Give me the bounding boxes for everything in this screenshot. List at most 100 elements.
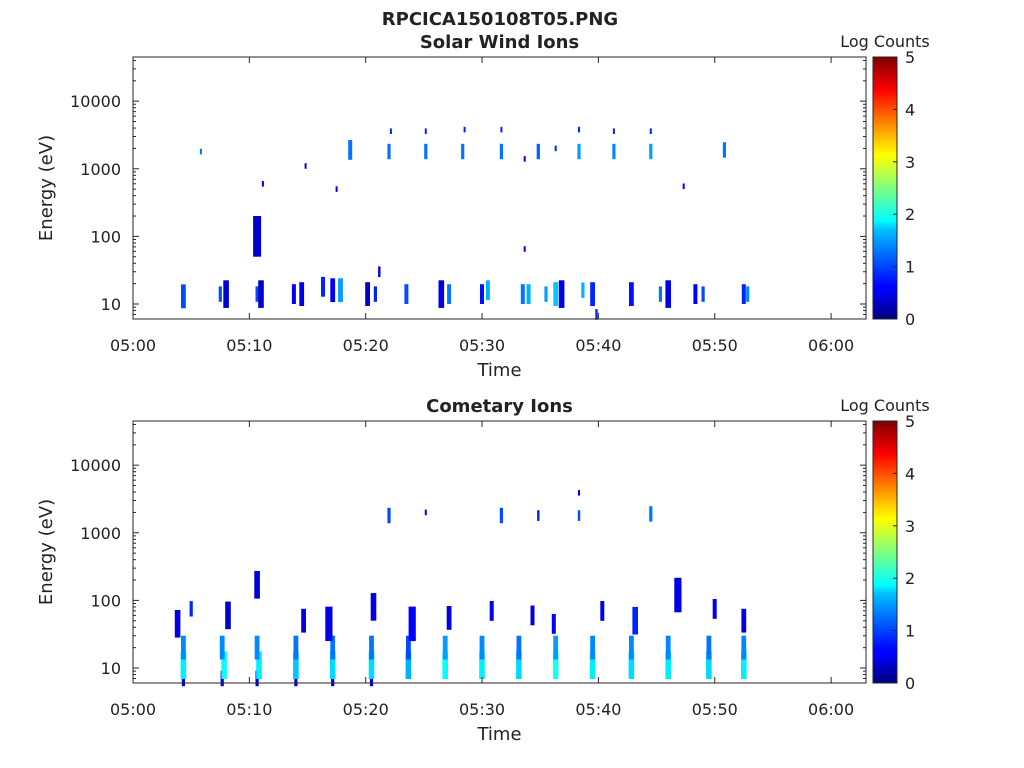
- colorbar-tick-label: 5: [905, 48, 915, 67]
- spectrogram-cell: [293, 635, 299, 660]
- spectrogram-cell: [578, 490, 580, 496]
- spectrogram-cell: [405, 651, 412, 679]
- x-tick-label: 05:10: [226, 700, 272, 719]
- x-tick-label: 06:00: [808, 700, 854, 719]
- y-tick-label: 100: [90, 227, 121, 246]
- spectrogram-cell: [219, 635, 225, 660]
- spectrogram-cell: [741, 635, 747, 660]
- spectrogram-cell: [447, 284, 452, 304]
- spectrogram-cell: [746, 286, 750, 302]
- spectrogram-cell: [612, 128, 615, 134]
- spectrogram-cell: [632, 606, 638, 635]
- x-tick-label: 05:00: [110, 700, 156, 719]
- y-tick-label: 1000: [80, 160, 121, 179]
- spectrogram-cell: [499, 507, 503, 524]
- spectrogram-cell: [537, 510, 540, 521]
- spectrogram-cell: [254, 635, 260, 660]
- spectrogram-cell: [330, 635, 336, 660]
- spectrogram-cell: [741, 608, 747, 633]
- spectrogram-cell: [181, 284, 186, 309]
- colorbar: [872, 420, 898, 684]
- spectrogram-cell: [330, 278, 336, 303]
- x-axis-label: Time: [476, 724, 521, 745]
- spectrogram-cell: [446, 606, 452, 630]
- spectrogram-cell: [438, 280, 445, 308]
- spectrogram-cell: [329, 651, 336, 679]
- spectrogram-cell: [600, 601, 605, 621]
- y-tick-label: 10000: [70, 456, 121, 475]
- spectrogram-cell: [536, 143, 540, 160]
- spectrogram-cell: [701, 286, 705, 302]
- x-axis-label: Time: [476, 360, 521, 381]
- spectrogram-cell: [590, 635, 595, 660]
- x-tick-label: 05:50: [692, 700, 738, 719]
- spectrogram-cell: [442, 651, 448, 679]
- cometary-ions-panel: 05:00 05:10 05:20 05:30 05:40 05:50 06:0010100…: [36, 396, 930, 745]
- spectrogram-cell: [463, 126, 466, 133]
- x-tick-label: 05:30: [459, 700, 505, 719]
- spectrogram-cell: [408, 606, 416, 642]
- spectrogram-cells: [181, 126, 750, 320]
- spectrogram-cell: [577, 143, 581, 160]
- x-tick-label: 05:20: [343, 700, 389, 719]
- spectrogram-cell: [189, 601, 193, 617]
- colorbar-tick-label: 1: [905, 258, 915, 277]
- spectrogram-cell: [554, 145, 557, 152]
- spectrogram-cell: [254, 571, 260, 599]
- colorbar-tick-label: 1: [905, 622, 915, 641]
- spectrogram-cell: [544, 286, 548, 302]
- spectrogram-cell: [523, 156, 526, 162]
- spectrogram-cell: [321, 276, 325, 297]
- spectrogram-cell: [253, 216, 262, 257]
- spectrogram-cell: [553, 282, 559, 306]
- spectrogram-cell: [665, 635, 671, 660]
- spectrogram-cell: [370, 593, 377, 621]
- spectrogram-cell: [741, 651, 747, 679]
- spectrogram-cell: [712, 599, 717, 619]
- spectrogram-cell: [553, 635, 559, 660]
- spectrogram-cell: [581, 282, 585, 298]
- spectrogram-cell: [368, 651, 375, 679]
- colorbar: [872, 56, 898, 320]
- x-tick-label: 06:00: [808, 336, 854, 355]
- spectrogram-cell: [221, 651, 227, 679]
- spectrogram-cell: [520, 284, 525, 304]
- spectrogram-cell: [649, 143, 653, 160]
- spectrogram-cell: [628, 651, 635, 679]
- spectrogram-cell: [706, 651, 712, 679]
- spectrogram-cell: [299, 282, 305, 306]
- colorbar-tick-label: 4: [905, 464, 915, 483]
- colorbar-label: Log Counts: [840, 32, 930, 51]
- spectrogram-cell: [369, 635, 374, 660]
- spectrogram-cell: [304, 163, 307, 169]
- spectrogram-cell: [516, 651, 522, 679]
- spectrogram-cells: [174, 490, 747, 687]
- spectrogram-cell: [479, 635, 485, 660]
- panel-title: Solar Wind Ions: [420, 32, 579, 53]
- spectrogram-cell: [461, 143, 465, 160]
- plot-area: [133, 421, 866, 683]
- colorbar-tick-label: 5: [905, 412, 915, 431]
- spectrogram-cell: [223, 280, 229, 308]
- spectrogram-cell: [612, 143, 616, 160]
- spectrogram-cell: [218, 286, 222, 302]
- spectrogram-cell: [373, 286, 377, 302]
- x-tick-label: 05:10: [226, 336, 272, 355]
- spectrogram-cell: [722, 142, 726, 158]
- spectrogram-cell: [589, 651, 596, 679]
- spectrogram-cell: [526, 284, 531, 304]
- spectrogram-cell: [682, 183, 685, 190]
- spectrogram-cell: [489, 601, 494, 621]
- spectrogram-cell: [174, 610, 181, 638]
- plot-area: [133, 57, 866, 319]
- spectrogram-cell: [558, 280, 565, 308]
- plot-frame: [132, 56, 867, 320]
- spectrogram-cell: [338, 278, 343, 303]
- y-axis-label: Energy (eV): [36, 135, 57, 241]
- spectrogram-cell: [293, 651, 299, 679]
- spectrogram-cell: [424, 128, 427, 134]
- spectrogram-cell: [424, 509, 427, 516]
- spectrogram-cell: [479, 651, 485, 679]
- x-tick-label: 05:40: [575, 700, 621, 719]
- spectrogram-cell: [693, 284, 698, 304]
